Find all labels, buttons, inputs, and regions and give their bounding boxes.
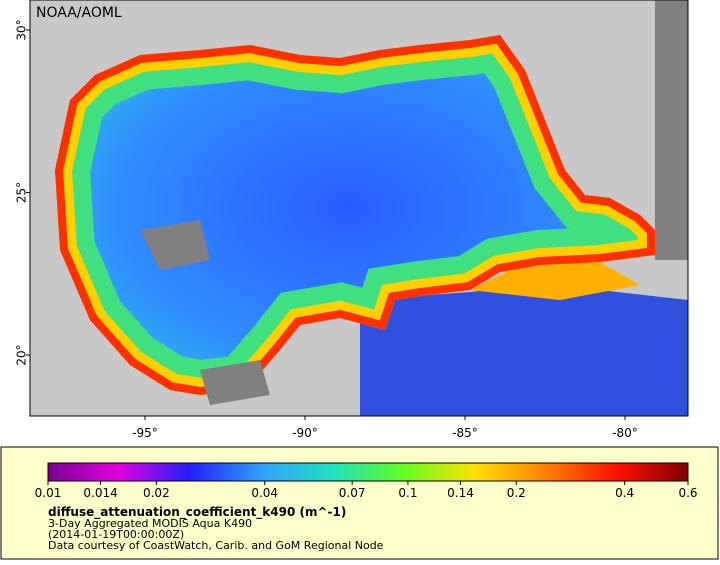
map-frame — [29, 0, 689, 417]
no-data — [655, 0, 688, 260]
colorbar-tick-label: 0.1 — [398, 486, 417, 500]
lon-tick-label: -85° — [452, 426, 478, 440]
colorbar — [47, 462, 689, 482]
caribbean-sea — [360, 285, 688, 416]
variable-name: diffuse_attenuation_coefficient_k490 (m^… — [48, 505, 346, 520]
no-data — [200, 360, 270, 405]
colorbar-tick-label: 0.07 — [339, 486, 366, 500]
colorbar-tick-label: 0.14 — [447, 486, 474, 500]
colorbar-tick-label: 0.014 — [83, 486, 117, 500]
colorbar-tick-label: 0.04 — [251, 486, 278, 500]
lon-tick-label: -95° — [132, 426, 158, 440]
lat-tick-label: 30° — [15, 19, 29, 40]
time: (2014-01-19T00:00:00Z) — [48, 528, 184, 541]
lon-tick-label: -90° — [292, 426, 318, 440]
colorbar-tick-label: 0.01 — [35, 486, 62, 500]
no-data — [140, 220, 210, 270]
colorbar-tick-label: 0.6 — [678, 486, 697, 500]
description: 3-Day Aggregated MODIS Aqua K490 — [48, 517, 252, 530]
credit: Data courtesy of CoastWatch, Carib. and … — [48, 539, 384, 552]
colorbar-tick-label: 0.4 — [615, 486, 634, 500]
lon-tick-label: -80° — [612, 426, 638, 440]
source-label: NOAA/AOML — [36, 5, 122, 21]
cuba-shelf — [470, 262, 640, 300]
colorbar-tick-label: 0.2 — [507, 486, 526, 500]
lat-tick-label: 20° — [15, 344, 29, 365]
lat-tick-label: 25° — [15, 182, 29, 203]
colorbar-tick-label: 0.02 — [143, 486, 170, 500]
